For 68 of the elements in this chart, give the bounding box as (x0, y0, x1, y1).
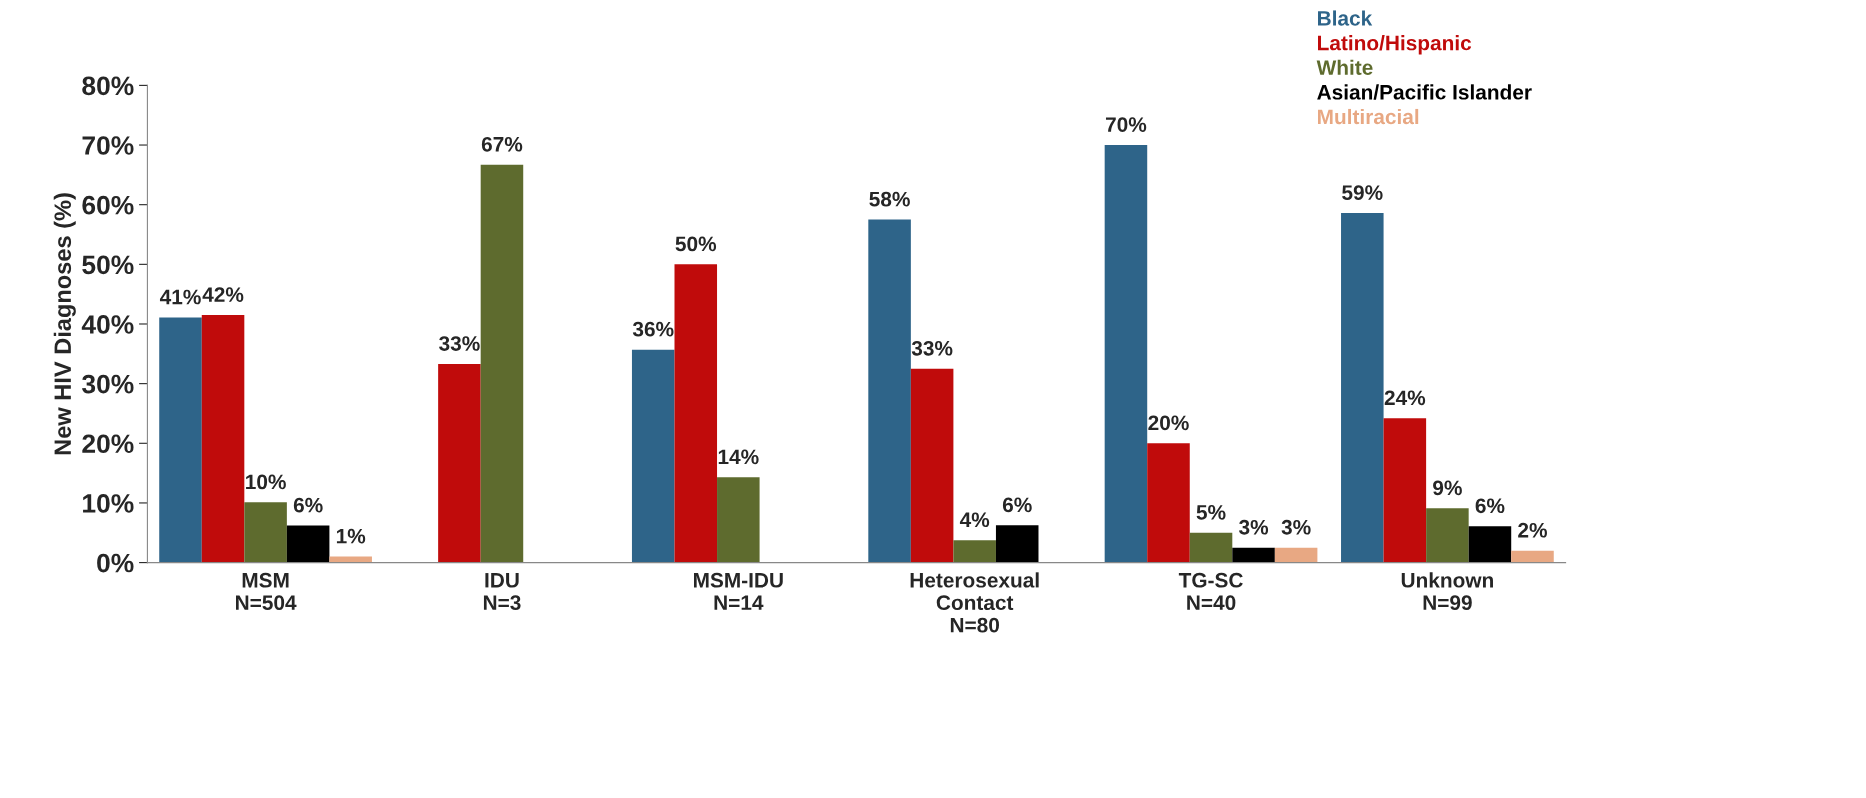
text: Latino/Hispanic (1318, 35, 1472, 55)
data-label: 6% (1475, 498, 1505, 514)
data-label: 33% (911, 340, 953, 356)
y-tick-label: 50% (82, 255, 134, 275)
x-tick-label: MSM-IDU N=14 (694, 572, 783, 610)
bar (201, 315, 245, 563)
text: White (1316, 59, 1373, 75)
text: Asian/Pacific Islander (1317, 84, 1532, 100)
bar (480, 164, 524, 563)
bar (674, 264, 718, 563)
bar (1104, 145, 1148, 563)
bar (286, 525, 330, 563)
data-label: 6% (1002, 497, 1032, 513)
x-tick-label: IDU N=3 (483, 573, 521, 611)
data-label: 6% (293, 497, 323, 513)
data-label: 1% (336, 528, 366, 544)
bar (1232, 547, 1275, 563)
x-tick-label: Unknown N=99 (1401, 572, 1493, 611)
x-tick-label: TG-SC N=40 (1178, 572, 1243, 611)
data-label: 3% (1281, 519, 1311, 535)
y-tick-label: 60% (82, 195, 134, 215)
data-label: 41% (159, 289, 201, 305)
bar (1383, 418, 1427, 563)
y-tick-label: 70% (82, 136, 134, 155)
y-tick-label: 80% (82, 76, 134, 96)
bar (1468, 526, 1512, 563)
bar (717, 477, 760, 563)
bar (868, 219, 911, 563)
data-label: 3% (1239, 519, 1269, 535)
y-axis-title: New HIV Diagnoses (%) (53, 193, 76, 455)
bar (1426, 508, 1469, 563)
data-label: 33% (439, 336, 480, 351)
x-tick-label: MSM N=504 (236, 572, 297, 611)
y-tick-label: 40% (81, 315, 134, 334)
data-label: 9% (1433, 480, 1462, 496)
data-label: 59% (1342, 185, 1383, 200)
bar (244, 502, 287, 563)
data-label: 5% (1196, 505, 1226, 520)
bar (631, 349, 675, 563)
data-label: 70% (1105, 117, 1147, 132)
data-label: 4% (959, 512, 990, 528)
text: Black (1318, 10, 1373, 26)
y-tick-label: 10% (83, 494, 134, 513)
data-label: 2% (1518, 522, 1547, 538)
y-tick-label: 0% (97, 553, 134, 573)
y-tick-label: 30% (82, 374, 134, 394)
y-tick-label: 20% (82, 434, 134, 454)
bar (1274, 547, 1318, 563)
data-label: 10% (246, 474, 286, 490)
data-label: 36% (632, 321, 674, 337)
data-label: 20% (1148, 415, 1189, 431)
bar (910, 368, 954, 563)
bar (159, 317, 202, 563)
bar (1189, 532, 1233, 563)
data-label: 50% (675, 236, 717, 252)
bar (953, 540, 996, 563)
data-label: 58% (869, 191, 910, 207)
data-label: 14% (718, 449, 759, 465)
data-label: 42% (202, 287, 244, 302)
bar (995, 525, 1039, 563)
x-tick-label: Heterosexual Contact N=80 (910, 572, 1039, 633)
data-label: 24% (1384, 390, 1426, 406)
bar (1511, 550, 1554, 563)
text: Multiracial (1318, 108, 1419, 125)
bar (1341, 213, 1384, 563)
bar (438, 363, 481, 563)
data-label: 67% (481, 136, 523, 152)
bar (1147, 443, 1190, 563)
